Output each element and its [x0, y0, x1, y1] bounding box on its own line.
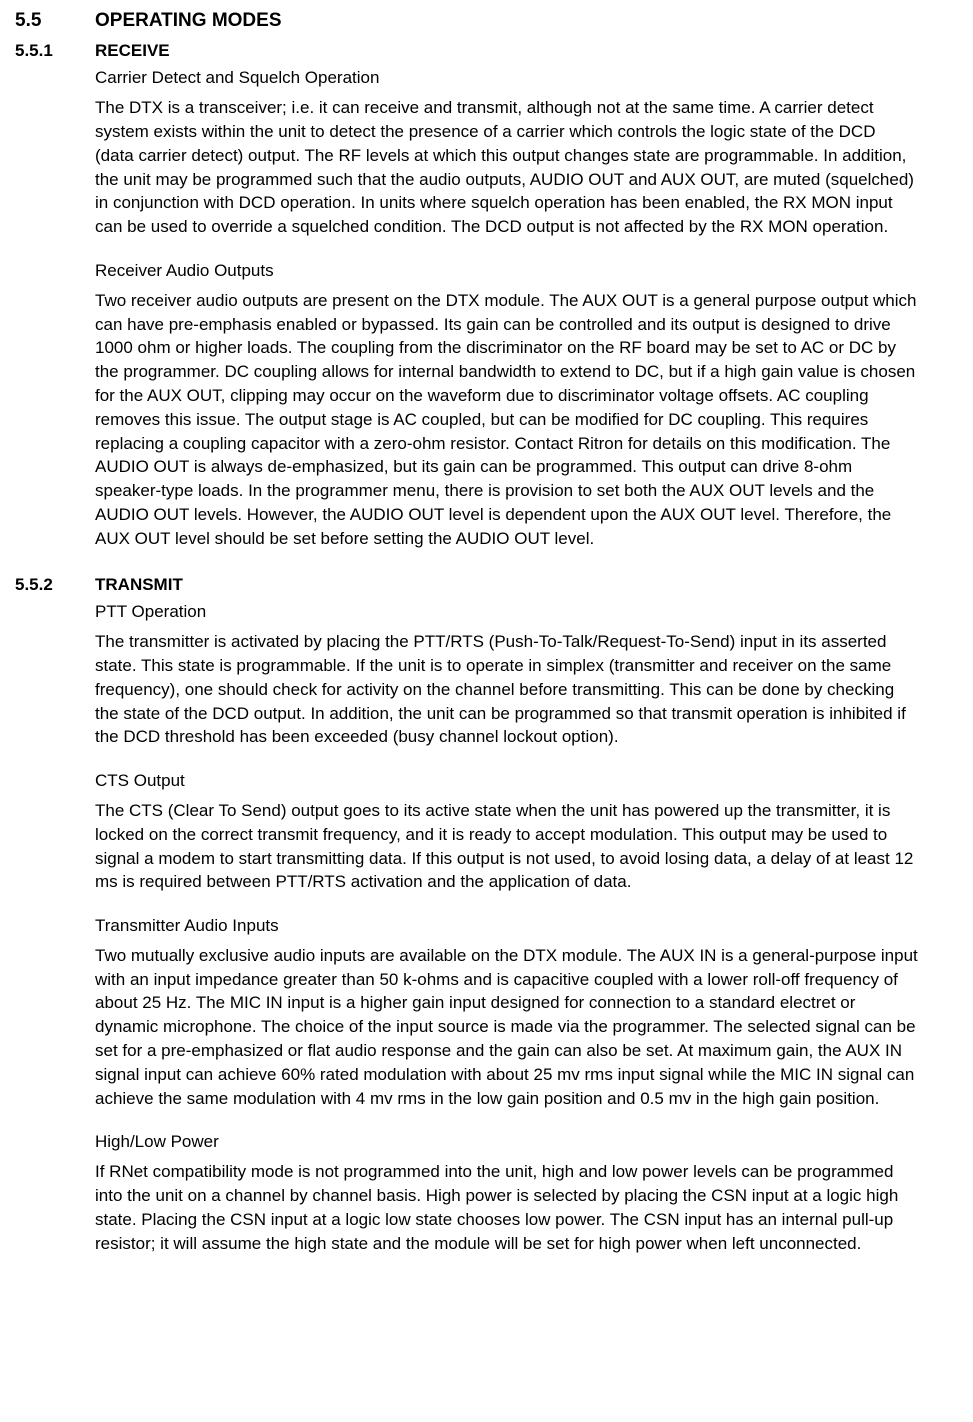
- subheading: High/Low Power: [95, 1130, 918, 1154]
- subheading: Carrier Detect and Squelch Operation: [95, 66, 918, 90]
- section-header-5-5-1: 5.5.1 RECEIVE: [15, 39, 918, 63]
- subheading: Receiver Audio Outputs: [95, 259, 918, 283]
- section-number: 5.5.2: [15, 573, 95, 597]
- subheading: PTT Operation: [95, 600, 918, 624]
- paragraph-text: Two mutually exclusive audio inputs are …: [95, 944, 918, 1111]
- section-title: RECEIVE: [95, 39, 170, 63]
- section-header-5-5-2: 5.5.2 TRANSMIT: [15, 573, 918, 597]
- paragraph-text: The transmitter is activated by placing …: [95, 630, 918, 749]
- document-page: 5.5 OPERATING MODES 5.5.1 RECEIVE Carrie…: [0, 0, 973, 1295]
- content-block-551-1: Carrier Detect and Squelch Operation The…: [95, 66, 918, 239]
- subheading: CTS Output: [95, 769, 918, 793]
- section-header-5-5: 5.5 OPERATING MODES: [15, 8, 918, 35]
- paragraph-text: Two receiver audio outputs are present o…: [95, 289, 918, 551]
- section-number: 5.5: [15, 8, 95, 35]
- content-block-552-2: CTS Output The CTS (Clear To Send) outpu…: [95, 769, 918, 894]
- section-title: OPERATING MODES: [95, 8, 282, 35]
- subheading: Transmitter Audio Inputs: [95, 914, 918, 938]
- content-block-551-2: Receiver Audio Outputs Two receiver audi…: [95, 259, 918, 551]
- section-title: TRANSMIT: [95, 573, 183, 597]
- content-block-552-4: High/Low Power If RNet compatibility mod…: [95, 1130, 918, 1255]
- content-block-552-3: Transmitter Audio Inputs Two mutually ex…: [95, 914, 918, 1110]
- paragraph-text: The CTS (Clear To Send) output goes to i…: [95, 799, 918, 894]
- section-number: 5.5.1: [15, 39, 95, 63]
- paragraph-text: The DTX is a transceiver; i.e. it can re…: [95, 96, 918, 239]
- paragraph-text: If RNet compatibility mode is not progra…: [95, 1160, 918, 1255]
- content-block-552-1: PTT Operation The transmitter is activat…: [95, 600, 918, 749]
